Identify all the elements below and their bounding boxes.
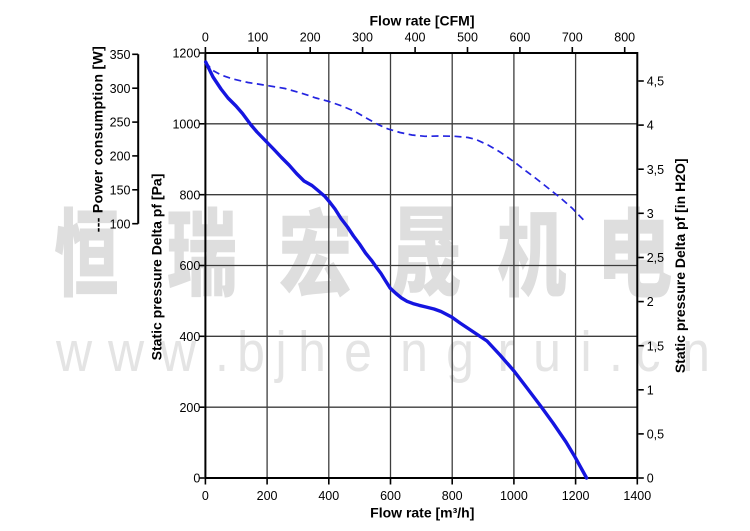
svg-text:Flow rate [CFM]: Flow rate [CFM]: [370, 13, 475, 29]
svg-text:200: 200: [110, 150, 131, 164]
svg-text:n: n: [682, 321, 710, 383]
svg-text:3: 3: [647, 207, 654, 221]
svg-text:500: 500: [457, 30, 478, 44]
svg-text:200: 200: [300, 30, 321, 44]
svg-text:2,5: 2,5: [647, 251, 664, 265]
svg-text:b: b: [237, 321, 265, 383]
svg-text:w: w: [159, 321, 196, 383]
svg-text:1000: 1000: [172, 117, 200, 131]
svg-text:r: r: [498, 321, 515, 383]
svg-text:800: 800: [442, 489, 463, 503]
svg-text:600: 600: [509, 30, 530, 44]
svg-text:e: e: [344, 321, 372, 383]
svg-text:n: n: [400, 321, 428, 383]
svg-text:400: 400: [318, 489, 339, 503]
svg-text:300: 300: [110, 82, 131, 96]
svg-text:j: j: [274, 321, 287, 383]
svg-text:4,5: 4,5: [647, 75, 664, 89]
svg-text:w: w: [107, 321, 144, 383]
svg-text:100: 100: [247, 30, 268, 44]
svg-text:300: 300: [352, 30, 373, 44]
svg-text:c: c: [636, 321, 661, 383]
svg-text:200: 200: [257, 489, 278, 503]
svg-text:400: 400: [179, 330, 200, 344]
svg-text:0: 0: [193, 472, 200, 486]
svg-text:i: i: [580, 321, 591, 383]
svg-text:1: 1: [647, 383, 654, 397]
svg-text:Static pressure Delta pf [in H: Static pressure Delta pf [in H2O]: [672, 158, 688, 373]
svg-text:1,5: 1,5: [647, 339, 664, 353]
svg-text:200: 200: [179, 401, 200, 415]
svg-text:.: .: [215, 321, 229, 383]
svg-text:0: 0: [647, 472, 654, 486]
svg-text:1000: 1000: [500, 489, 528, 503]
svg-text:1400: 1400: [623, 489, 651, 503]
svg-text:600: 600: [179, 259, 200, 273]
svg-text:Static pressure Delta pf [Pa]: Static pressure Delta pf [Pa]: [149, 174, 165, 361]
svg-text:2: 2: [647, 295, 654, 309]
svg-text:250: 250: [110, 116, 131, 130]
svg-text:g: g: [446, 321, 474, 383]
svg-text:400: 400: [405, 30, 426, 44]
svg-text:Flow rate [m³/h]: Flow rate [m³/h]: [370, 505, 474, 521]
svg-text:800: 800: [179, 188, 200, 202]
svg-text:1200: 1200: [562, 489, 590, 503]
svg-text:u: u: [533, 321, 561, 383]
svg-text:100: 100: [110, 217, 131, 231]
svg-text:1200: 1200: [172, 47, 200, 61]
svg-text:350: 350: [110, 48, 131, 62]
svg-text:4: 4: [647, 119, 654, 133]
svg-text:0: 0: [202, 30, 209, 44]
svg-text:700: 700: [562, 30, 583, 44]
svg-text:3,5: 3,5: [647, 163, 664, 177]
svg-text:0,5: 0,5: [647, 428, 664, 442]
svg-text:.: .: [609, 321, 623, 383]
svg-text:150: 150: [110, 183, 131, 197]
svg-text:0: 0: [202, 489, 209, 503]
svg-text:600: 600: [380, 489, 401, 503]
svg-text:w: w: [55, 321, 92, 383]
svg-text:--- Power consumption [W]: --- Power consumption [W]: [90, 46, 106, 232]
svg-text:800: 800: [614, 30, 635, 44]
svg-text:h: h: [298, 321, 326, 383]
